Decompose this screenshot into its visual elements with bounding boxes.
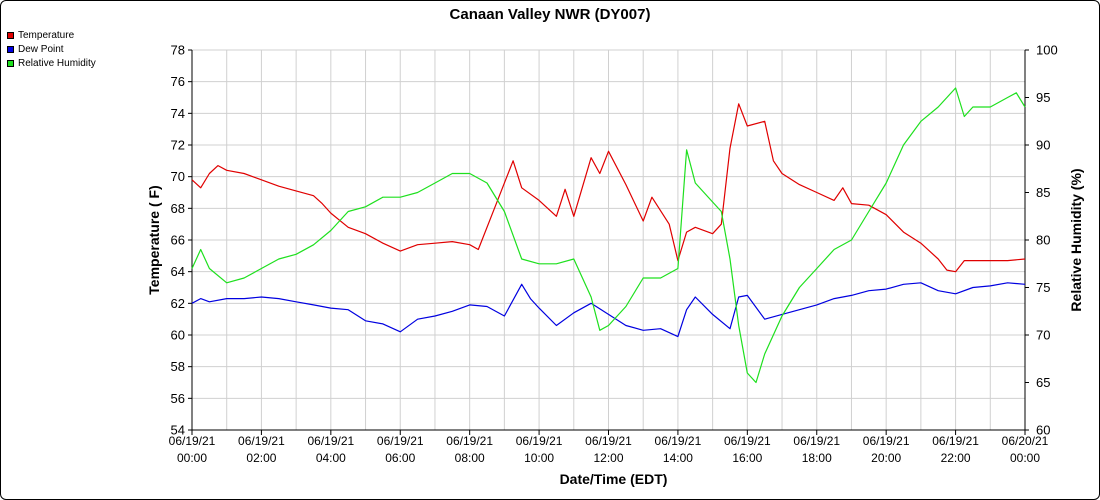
legend-label-dew-point: Dew Point: [18, 43, 64, 55]
left-axis-title: Temperature ( F): [146, 185, 162, 294]
legend-item-temperature: Temperature: [7, 28, 96, 42]
right-tick-label: 95: [1036, 90, 1050, 105]
x-tick-date-label: 06/19/21: [307, 434, 354, 448]
right-tick-label: 75: [1036, 280, 1050, 295]
x-tick-date-label: 06/19/21: [377, 434, 424, 448]
legend: Temperature Dew Point Relative Humidity: [7, 28, 96, 70]
series-line-dew-point: [191, 282, 1026, 338]
x-tick-time-label: 22:00: [941, 451, 971, 465]
x-tick-date-label: 06/20/21: [1002, 434, 1049, 448]
x-tick-date-label: 06/19/21: [724, 434, 771, 448]
right-tick-label: 60: [1036, 423, 1050, 438]
x-tick-time-label: 00:00: [177, 451, 207, 465]
x-tick-date-label: 06/19/21: [446, 434, 493, 448]
left-tick-label: 74: [171, 106, 185, 121]
right-axis-title: Relative Humidity (%): [1068, 168, 1084, 311]
left-tick-label: 62: [171, 296, 185, 311]
left-tick-label: 54: [171, 423, 185, 438]
x-tick-time-label: 16:00: [732, 451, 762, 465]
left-tick-label: 70: [171, 169, 185, 184]
legend-item-relative-humidity: Relative Humidity: [7, 56, 96, 70]
left-tick-label: 72: [171, 138, 185, 153]
left-tick-label: 68: [171, 201, 185, 216]
legend-item-dew-point: Dew Point: [7, 42, 96, 56]
x-tick-date-label: 06/19/21: [932, 434, 979, 448]
right-tick-label: 90: [1036, 138, 1050, 153]
x-axis-title: Date/Time (EDT): [560, 471, 668, 487]
x-tick-time-label: 08:00: [455, 451, 485, 465]
x-tick-time-label: 12:00: [593, 451, 623, 465]
left-tick-label: 56: [171, 391, 185, 406]
series-line-temperature: [191, 103, 1026, 273]
temperature-swatch: [7, 31, 14, 39]
left-tick-label: 78: [171, 43, 185, 58]
right-tick-label: 65: [1036, 375, 1050, 390]
x-tick-date-label: 06/19/21: [655, 434, 702, 448]
x-tick-date-label: 06/19/21: [516, 434, 563, 448]
left-tick-label: 58: [171, 359, 185, 374]
dew-point-swatch: [7, 45, 14, 53]
x-tick-time-label: 04:00: [316, 451, 346, 465]
right-tick-label: 70: [1036, 328, 1050, 343]
legend-label-temperature: Temperature: [18, 29, 75, 41]
left-tick-label: 66: [171, 233, 185, 248]
x-tick-date-label: 06/19/21: [793, 434, 840, 448]
left-tick-label: 76: [171, 74, 185, 89]
left-tick-label: 60: [171, 328, 185, 343]
x-tick-date-label: 06/19/21: [238, 434, 285, 448]
x-tick-date-label: 06/19/21: [585, 434, 632, 448]
x-tick-time-label: 00:00: [1010, 451, 1040, 465]
x-tick-time-label: 02:00: [246, 451, 276, 465]
x-tick-time-label: 10:00: [524, 451, 554, 465]
right-tick-label: 100: [1036, 43, 1058, 58]
right-tick-label: 80: [1036, 233, 1050, 248]
x-tick-time-label: 18:00: [802, 451, 832, 465]
x-tick-date-label: 06/19/21: [863, 434, 910, 448]
left-tick-label: 64: [171, 264, 185, 279]
relative-humidity-swatch: [7, 59, 14, 67]
x-tick-time-label: 06:00: [385, 451, 415, 465]
x-tick-time-label: 14:00: [663, 451, 693, 465]
series-line-relative-humidity: [191, 87, 1026, 384]
x-tick-time-label: 20:00: [871, 451, 901, 465]
x-tick-date-label: 06/19/21: [169, 434, 216, 448]
right-tick-label: 85: [1036, 185, 1050, 200]
chart-title: Canaan Valley NWR (DY007): [450, 6, 651, 23]
legend-label-relative-humidity: Relative Humidity: [18, 57, 96, 69]
